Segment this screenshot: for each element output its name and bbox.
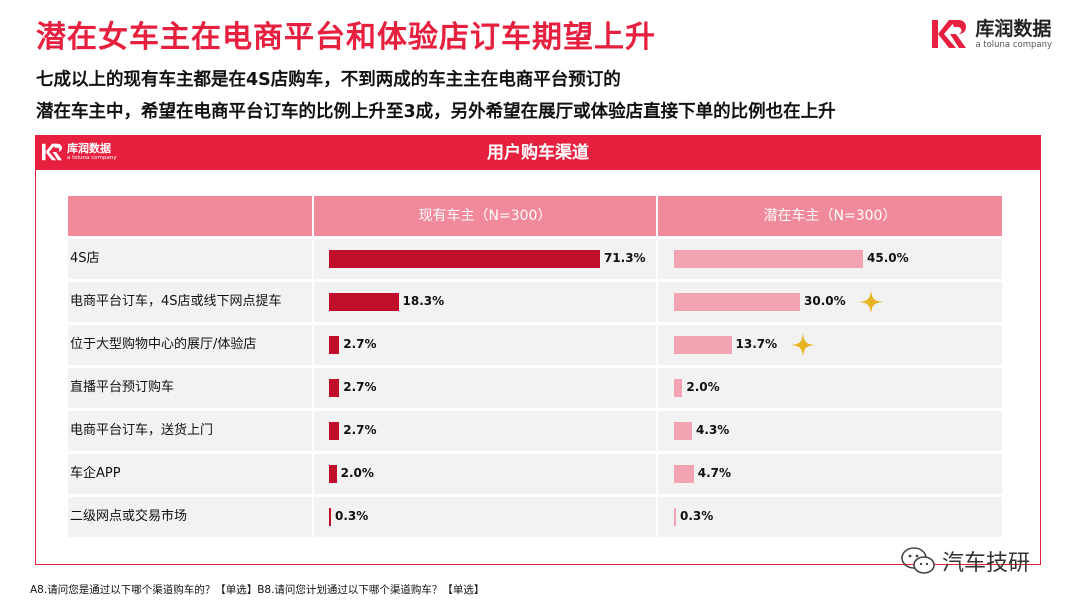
brand-logo: 库润数据 a toluna company (929, 14, 1052, 54)
value-label-potential-owners: 13.7% (735, 337, 778, 351)
potential-owner-cell (658, 497, 1002, 537)
bar-potential-owners (674, 293, 800, 311)
watermark-text: 汽车技研 (942, 551, 1031, 576)
potential-owner-cell (658, 368, 1002, 408)
value-label-current-owners: 2.7% (343, 380, 377, 394)
category-cell: 电商平台订车，送货上门 (68, 411, 312, 451)
panel-title: 用户购车渠道 (487, 143, 589, 163)
panel-banner: 用户购车渠道 库润数据 a toluna company (36, 136, 1040, 170)
category-label: 车企APP (70, 466, 121, 481)
star-icon (790, 333, 815, 357)
banner-brand-tagline: a toluna company (67, 154, 117, 161)
bar-current-owners (329, 293, 399, 311)
bar-current-owners (329, 465, 337, 483)
table-row: 4S店 71.3% 45.0% (68, 239, 1002, 279)
category-label: 电商平台订车，送货上门 (70, 423, 214, 438)
brand-tagline: a toluna company (975, 40, 1052, 50)
category-cell: 电商平台订车，4S店或线下网点提车 (68, 282, 312, 322)
value-label-current-owners: 0.3% (335, 509, 369, 523)
table-row: 电商平台订车，4S店或线下网点提车 18.3% 30.0% (68, 282, 1002, 322)
banner-brand-name: 库润数据 (67, 141, 111, 155)
potential-owner-cell (658, 454, 1002, 494)
current-owner-cell (314, 454, 656, 494)
value-label-potential-owners: 2.0% (686, 380, 720, 394)
current-owner-cell (314, 497, 656, 537)
current-owner-cell (314, 368, 656, 408)
watermark: 汽车技研 (900, 545, 1030, 577)
header-blank-cell (68, 196, 312, 236)
value-label-potential-owners: 45.0% (867, 251, 909, 265)
bar-current-owners (329, 336, 340, 354)
value-label-potential-owners: 4.3% (696, 423, 730, 437)
table-row: 二级网点或交易市场 0.3% 0.3% (68, 497, 1002, 537)
table-row: 位于大型购物中心的展厅/体验店 2.7% 13.7% (68, 325, 1002, 365)
subtitle-line-2: 潜在车主中，希望在电商平台订车的比例上升至3成，另外希望在展厅或体验店直接下单的… (36, 102, 836, 122)
bar-current-owners (329, 379, 340, 397)
potential-owner-cell (658, 411, 1002, 451)
bar-current-owners (329, 508, 331, 526)
category-label: 位于大型购物中心的展厅/体验店 (70, 337, 257, 352)
value-label-potential-owners: 0.3% (680, 509, 714, 523)
table-row: 电商平台订车，送货上门 2.7% 4.3% (68, 411, 1002, 451)
category-label: 电商平台订车，4S店或线下网点提车 (70, 294, 282, 309)
value-label-current-owners: 18.3% (402, 294, 445, 308)
table-row: 车企APP 2.0% 4.7% (68, 454, 1002, 494)
kr-logo-icon (932, 20, 967, 48)
star-icon (859, 290, 883, 314)
bar-potential-owners (674, 336, 732, 354)
column-header-current-owners: 现有车主（N=300） (314, 196, 656, 236)
category-cell: 车企APP (68, 454, 312, 494)
bar-potential-owners (674, 465, 694, 483)
banner-logo: 库润数据 a toluna company (40, 142, 117, 162)
current-owner-cell (314, 411, 656, 451)
bar-potential-owners (674, 250, 863, 268)
category-cell: 4S店 (68, 239, 312, 279)
value-label-current-owners: 71.3% (603, 251, 646, 265)
subtitle-line-1: 七成以上的现有车主都是在4S店购车，不到两成的车主主在电商平台预订的 (36, 70, 621, 90)
category-label: 4S店 (70, 251, 100, 266)
chart-panel: 用户购车渠道 库润数据 a toluna company (35, 135, 1041, 565)
bar-potential-owners (674, 422, 693, 440)
bar-current-owners (329, 250, 600, 268)
footnote: A8.请问您是通过以下哪个渠道购车的？【单选】B8.请问您计划通过以下哪个渠道购… (30, 584, 485, 596)
category-cell: 位于大型购物中心的展厅/体验店 (68, 325, 312, 365)
category-label: 直播平台预订购车 (70, 380, 175, 395)
table-row: 直播平台预订购车 2.7% 2.0% (68, 368, 1002, 408)
bar-potential-owners (674, 379, 683, 397)
page-title: 潜在女车主在电商平台和体验店订车期望上升 (36, 20, 656, 55)
category-cell: 直播平台预订购车 (68, 368, 312, 408)
wechat-icon (901, 547, 935, 574)
kr-logo-icon (42, 143, 62, 161)
column-header-potential-owners: 潜在车主（N=300） (658, 196, 1002, 236)
category-label: 二级网点或交易市场 (70, 509, 188, 524)
value-label-current-owners: 2.7% (343, 337, 377, 351)
value-label-current-owners: 2.0% (340, 466, 374, 480)
value-label-potential-owners: 4.7% (697, 466, 732, 480)
current-owner-cell (314, 325, 656, 365)
value-label-current-owners: 2.7% (343, 423, 377, 437)
bar-current-owners (329, 422, 340, 440)
value-label-potential-owners: 30.0% (804, 294, 846, 308)
bar-potential-owners (674, 508, 676, 526)
category-cell: 二级网点或交易市场 (68, 497, 312, 537)
brand-name: 库润数据 (975, 18, 1052, 40)
